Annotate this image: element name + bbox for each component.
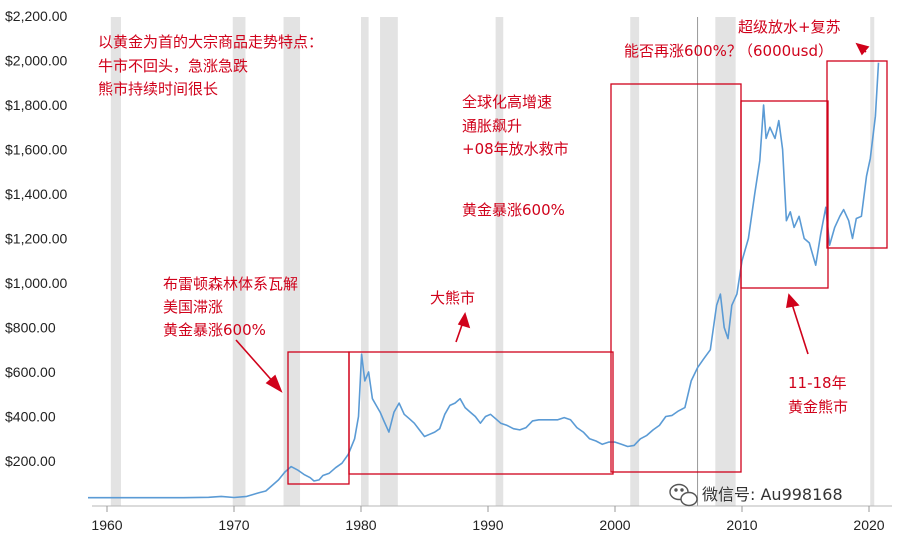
watermark-text: 微信号: Au998168 xyxy=(702,485,843,504)
y-axis: $200.00 $400.00 $600.00 $800.00 $1,000.00 $1,… xyxy=(5,8,67,469)
y-tick-label: $600.00 xyxy=(5,364,56,380)
box-2011-2018-bear xyxy=(740,100,829,289)
note-global-line3: +08年放水救市 xyxy=(462,140,569,158)
annotation-arrows xyxy=(235,42,870,393)
y-tick-label: $2,000.00 xyxy=(5,53,67,69)
recession-band-1 xyxy=(110,17,121,506)
note-great-bear: 大熊市 xyxy=(430,289,475,307)
recession-band-2 xyxy=(232,17,246,506)
recession-band-5 xyxy=(380,17,398,506)
annotations: 以黄金为首的大宗商品走势特点： 牛市不回头，急涨急跌 熊市持续时间很长 布雷顿森… xyxy=(98,18,848,416)
note-bretton-line1: 布雷顿森林体系瓦解 xyxy=(163,275,298,293)
y-tick-label: $200.00 xyxy=(5,453,56,469)
recession-band-8 xyxy=(715,17,736,506)
note-target-6000: （6000usd） xyxy=(738,42,833,60)
note-bretton-line3: 黄金暴涨600% xyxy=(163,321,266,339)
x-tick-label: 2020 xyxy=(853,517,884,533)
annotation-boxes xyxy=(287,60,888,485)
x-tick-label: 1970 xyxy=(218,517,249,533)
note-super-easing: 超级放水+复苏 xyxy=(738,18,841,36)
arrow-1118-head xyxy=(786,293,800,308)
note-top-line1: 以黄金为首的大宗商品走势特点： xyxy=(98,33,323,51)
note-1118-line1: 11-18年 xyxy=(788,374,847,392)
y-tick-label: $2,200.00 xyxy=(5,8,67,24)
arrow-bretton xyxy=(235,339,276,385)
x-axis: 1960 1970 1980 1990 2000 2010 2020 xyxy=(91,506,885,533)
x-tick-label: 1960 xyxy=(91,517,122,533)
box-great-bear xyxy=(348,351,614,475)
recession-band-3 xyxy=(283,17,301,506)
note-bretton-line2: 美国滞涨 xyxy=(163,298,223,316)
x-tick-label: 2000 xyxy=(599,517,630,533)
note-top-line2: 牛市不回头，急涨急跌 xyxy=(98,57,248,75)
arrow-super-head xyxy=(855,42,870,56)
gold-price-line xyxy=(88,62,880,499)
recession-band-4 xyxy=(361,17,369,506)
x-tick-label: 1980 xyxy=(345,517,376,533)
x-tick-label: 1990 xyxy=(472,517,503,533)
y-tick-label: $1,600.00 xyxy=(5,142,67,158)
y-tick-label: $1,000.00 xyxy=(5,275,67,291)
x-tick-label: 2010 xyxy=(726,517,757,533)
y-tick-label: $400.00 xyxy=(5,409,56,425)
note-gold-600: 黄金暴涨600% xyxy=(462,201,565,219)
watermark: 微信号: Au998168 xyxy=(669,483,843,507)
y-tick-label: $800.00 xyxy=(5,320,56,336)
recession-band-6 xyxy=(495,17,504,506)
arrow-bear-head xyxy=(457,312,471,329)
recession-band-7 xyxy=(630,17,640,506)
arrow-bretton-head xyxy=(265,374,283,393)
wechat-icon xyxy=(669,483,698,507)
arrow-1118 xyxy=(791,303,809,355)
note-top-line3: 熊市持续时间很长 xyxy=(98,80,218,98)
note-global-line2: 通胀飙升 xyxy=(462,117,522,135)
recession-bands xyxy=(110,17,875,506)
note-1118-line2: 黄金熊市 xyxy=(788,398,848,416)
y-tick-label: $1,200.00 xyxy=(5,231,67,247)
y-tick-label: $1,400.00 xyxy=(5,186,67,202)
note-global-line1: 全球化高增速 xyxy=(462,93,552,111)
note-again-600: 能否再涨600%？ xyxy=(624,42,742,60)
box-2019-rally xyxy=(826,60,888,249)
recession-band-9 xyxy=(870,17,875,506)
y-tick-label: $1,800.00 xyxy=(5,97,67,113)
